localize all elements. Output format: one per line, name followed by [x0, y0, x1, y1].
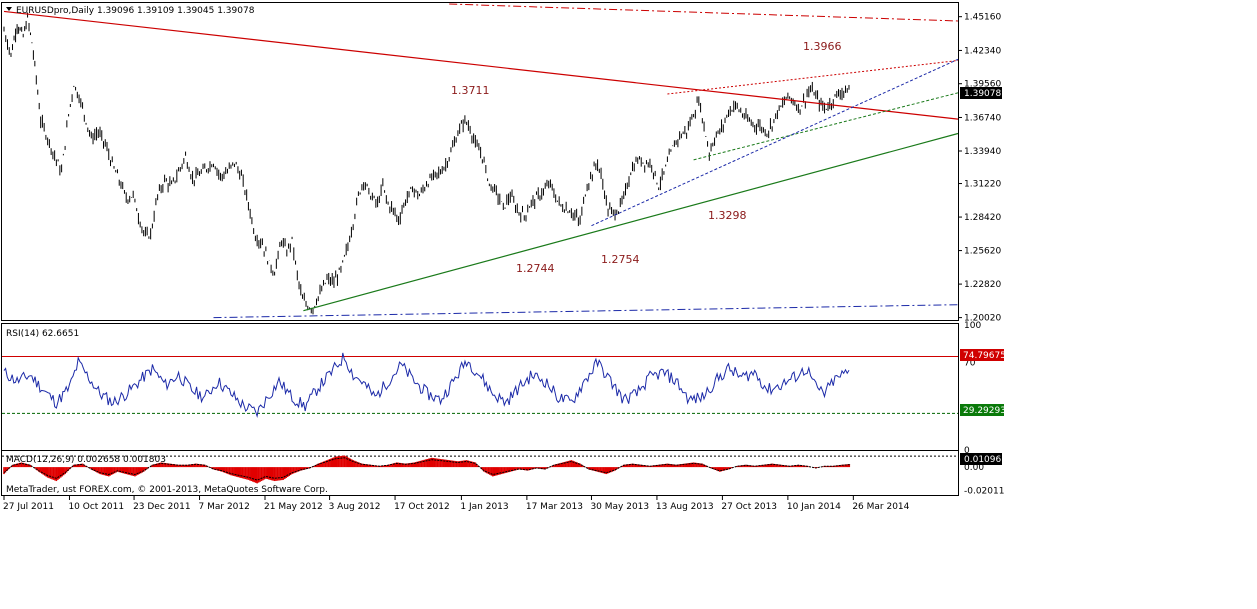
collapse-arrow-icon[interactable]	[6, 7, 12, 11]
price-panel	[1, 2, 959, 321]
price-ytick-label: 1.33940	[964, 147, 1001, 157]
annotation-1-3966: 1.3966	[803, 40, 842, 53]
price-ytick-label: 1.28420	[964, 213, 1001, 223]
rsi-upper-label: 74.79675	[963, 351, 1006, 361]
rsi-line	[3, 352, 850, 419]
price-layer	[3, 3, 959, 319]
macd-layer	[2, 455, 958, 484]
rsi-ytick-label: 100	[964, 321, 981, 331]
price-header: EURUSDpro,Daily 1.39096 1.39109 1.39045 …	[16, 6, 255, 16]
rsi-panel	[1, 323, 959, 451]
price-ytick-label: 1.25620	[964, 247, 1001, 257]
macd-value-tag	[960, 453, 1002, 465]
rsi-lower-label: 29.29293	[963, 406, 1006, 416]
xtick-label: 17 Mar 2013	[526, 502, 583, 512]
xtick-label: 10 Jan 2014	[787, 502, 841, 512]
minor-resistance-line	[667, 60, 959, 95]
rsi-layer	[2, 352, 958, 419]
xtick-label: 7 Mar 2012	[199, 502, 250, 512]
macd-value-label: 0.01096	[964, 455, 1001, 465]
annotation-1-3711: 1.3711	[451, 84, 490, 97]
annotation-1-2744: 1.2744	[516, 262, 555, 275]
macd-ytick-label: 0.00	[964, 463, 984, 473]
copyright-text: MetaTrader, ust FOREX.com, © 2001-2013, …	[6, 485, 328, 495]
xtick-label: 10 Oct 2011	[68, 502, 124, 512]
blue-channel-line	[591, 58, 959, 227]
xtick-label: 17 Oct 2012	[394, 502, 450, 512]
macd-panel	[1, 450, 959, 496]
axis-layer: 1.45160 1.42340 1.39560 1.36740 1.33940 1.312…	[3, 13, 1004, 512]
price-ytick-label: 1.20020	[964, 314, 1001, 324]
xtick-label: 21 May 2012	[264, 502, 323, 512]
rsi-header: RSI(14) 62.6651	[6, 329, 79, 339]
rsi-ytick-label: 0	[964, 446, 970, 456]
annotation-1-2754: 1.2754	[601, 253, 640, 266]
upper-channel-line	[449, 3, 959, 22]
xtick-label: 3 Aug 2012	[329, 502, 381, 512]
price-ytick-label: 1.42340	[964, 46, 1001, 56]
macd-signal-line	[3, 457, 851, 481]
xtick-label: 27 Jul 2011	[3, 502, 54, 512]
xtick-label: 26 Mar 2014	[852, 502, 909, 512]
xtick-label: 1 Jan 2013	[460, 502, 508, 512]
rsi-upper-tag	[960, 349, 1004, 361]
rsi-lower-tag	[960, 404, 1004, 416]
price-ytick-label: 1.22820	[964, 280, 1001, 290]
xtick-label: 30 May 2013	[590, 502, 649, 512]
resistance-trendline	[3, 10, 959, 120]
current-price-label: 1.39078	[964, 89, 1001, 99]
price-ytick-label: 1.39560	[964, 80, 1001, 90]
support-trendline	[303, 132, 959, 312]
minor-support-line	[693, 92, 959, 161]
lower-channel-line	[213, 304, 959, 319]
rsi-ytick-label: 70	[964, 359, 976, 369]
price-ytick-label: 1.31220	[964, 180, 1001, 190]
annotation-1-3298: 1.3298	[708, 209, 747, 222]
price-ytick-label: 1.45160	[964, 13, 1001, 23]
price-ytick-label: 1.36740	[964, 113, 1001, 123]
xtick-label: 13 Aug 2013	[656, 502, 714, 512]
macd-ytick-label: -0.02011	[964, 486, 1004, 496]
current-price-tag	[960, 87, 1002, 99]
macd-header: MACD(12,26,9) 0.002658 0.001803	[6, 455, 166, 465]
xtick-label: 27 Oct 2013	[721, 502, 777, 512]
xtick-label: 23 Dec 2011	[133, 502, 191, 512]
